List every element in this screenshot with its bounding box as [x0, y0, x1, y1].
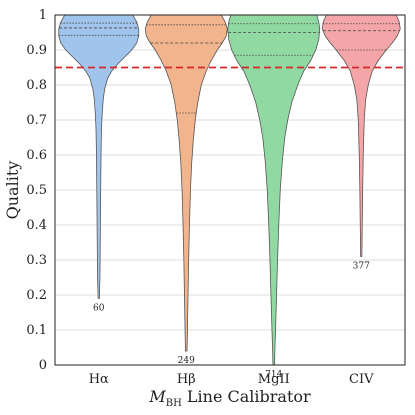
- y-tick-label: 0.2: [26, 288, 47, 303]
- y-tick-labels: 0 0.1 0.2 0.3 0.4 0.5 0.6 0.7 0.8 0.9 1: [26, 8, 47, 373]
- y-tick-label: 0.5: [26, 183, 47, 198]
- violin-count-label: 714: [265, 370, 282, 380]
- y-tick-label: 0.3: [26, 253, 47, 268]
- violin-2: 714: [227, 14, 321, 380]
- x-axis-title-symbol: M: [148, 387, 166, 406]
- x-tick-label: MgII: [258, 372, 290, 387]
- violin-body: [144, 14, 228, 352]
- y-axis-title: Quality: [3, 161, 22, 220]
- x-tick-label: CIV: [349, 372, 374, 387]
- violin-count-label: 377: [353, 262, 370, 272]
- y-tick-label: 0.4: [26, 218, 47, 233]
- x-axis-title-subscript: BH: [166, 398, 182, 409]
- x-tick-labels: Hα Hβ MgII CIV: [89, 372, 374, 387]
- y-tick-label: 1: [39, 8, 47, 23]
- violin-count-label: 249: [178, 356, 195, 366]
- violin-0: 60: [58, 14, 140, 314]
- y-tick-label: 0: [39, 358, 47, 373]
- y-tick-label: 0.1: [26, 323, 47, 338]
- violins: 60 249 714 377: [58, 14, 401, 380]
- violin-count-label: 60: [93, 304, 105, 314]
- x-tick-label: Hα: [89, 372, 109, 387]
- y-tick-label: 0.7: [26, 113, 47, 128]
- plot-frame: [54, 14, 406, 366]
- y-tick-label: 0.6: [26, 148, 47, 163]
- x-axis-title: MBH Line Calibrator: [148, 387, 311, 409]
- y-tick-label: 0.9: [26, 43, 47, 58]
- x-axis-title-rest: Line Calibrator: [182, 387, 311, 406]
- violin-body: [321, 14, 401, 257]
- x-tick-label: Hβ: [177, 372, 196, 387]
- y-tick-label: 0.8: [26, 78, 47, 93]
- violin-3: 377: [321, 14, 401, 272]
- violin-body: [58, 14, 140, 299]
